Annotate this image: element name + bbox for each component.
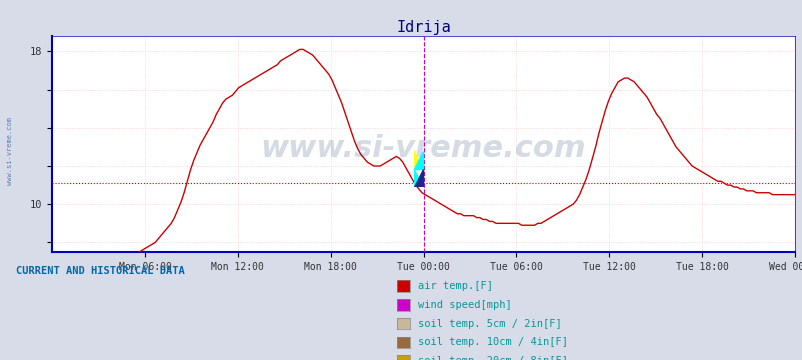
Text: soil temp. 20cm / 8in[F]: soil temp. 20cm / 8in[F] bbox=[418, 356, 568, 360]
Text: soil temp. 10cm / 4in[F]: soil temp. 10cm / 4in[F] bbox=[418, 337, 568, 347]
Text: air temp.[F]: air temp.[F] bbox=[418, 281, 492, 291]
Polygon shape bbox=[414, 151, 423, 169]
Title: Idrija: Idrija bbox=[395, 20, 451, 35]
Text: CURRENT AND HISTORICAL DATA: CURRENT AND HISTORICAL DATA bbox=[16, 266, 184, 276]
Text: wind speed[mph]: wind speed[mph] bbox=[418, 300, 512, 310]
Polygon shape bbox=[414, 169, 423, 187]
Text: www.si-vreme.com: www.si-vreme.com bbox=[261, 134, 585, 163]
Text: soil temp. 5cm / 2in[F]: soil temp. 5cm / 2in[F] bbox=[418, 319, 561, 329]
Text: www.si-vreme.com: www.si-vreme.com bbox=[6, 117, 13, 185]
Polygon shape bbox=[414, 169, 423, 187]
Polygon shape bbox=[414, 151, 423, 169]
